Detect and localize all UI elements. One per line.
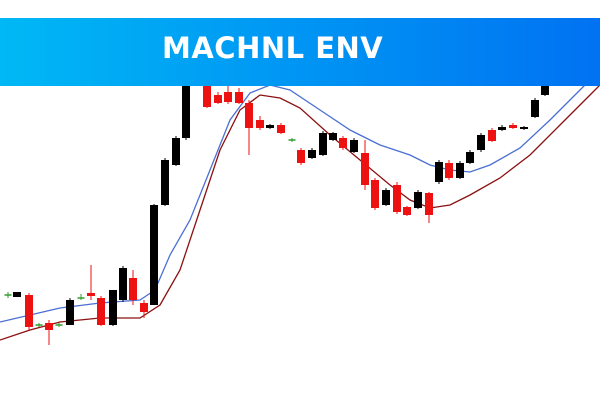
candle-body — [66, 300, 74, 325]
candle-body — [203, 85, 211, 107]
candle-body — [414, 192, 422, 208]
candle-body — [224, 92, 232, 102]
candle-body — [150, 205, 158, 305]
candle-body — [129, 278, 137, 300]
candle-body — [520, 127, 528, 129]
candle-body — [214, 95, 222, 103]
candle-body — [266, 125, 274, 128]
plot-area — [0, 69, 600, 345]
envelope-line — [0, 69, 600, 323]
candle-body — [161, 160, 169, 205]
candle-body — [35, 324, 43, 326]
candle-body — [403, 207, 411, 215]
candle-body — [87, 293, 95, 296]
candle-body — [55, 324, 63, 326]
candle-body — [541, 85, 549, 95]
candle-body — [77, 297, 85, 299]
candle-body — [488, 130, 496, 141]
envelope-line — [0, 84, 600, 341]
candle-body — [245, 103, 253, 128]
candle-body — [371, 180, 379, 208]
candle-body — [13, 292, 21, 297]
candle-body — [477, 135, 485, 150]
candle-body — [531, 100, 539, 117]
candle-body — [350, 140, 358, 152]
candle-body — [297, 150, 305, 163]
candle-body — [25, 295, 33, 327]
candle-body — [456, 163, 464, 178]
candle-body — [140, 303, 148, 312]
candle-body — [509, 125, 517, 128]
candle-body — [109, 290, 117, 325]
candle-body — [119, 268, 127, 300]
candle-body — [435, 162, 443, 182]
candle-body — [361, 153, 369, 185]
candle-body — [235, 92, 243, 103]
candle-body — [393, 185, 401, 212]
candle-body — [329, 133, 337, 140]
candle-body — [319, 133, 327, 155]
candle-body — [97, 298, 105, 325]
candle-body — [182, 80, 190, 138]
candle-body — [339, 138, 347, 148]
candle-body — [498, 127, 506, 130]
candle-body — [4, 294, 12, 296]
candle-body — [308, 150, 316, 158]
candle-body — [256, 120, 264, 128]
candle-body — [172, 138, 180, 165]
candle-body — [445, 163, 453, 178]
candle-body — [382, 190, 390, 205]
chart-title: MACHNL ENV — [162, 31, 383, 65]
candle-body — [425, 193, 433, 215]
candle-body — [277, 125, 285, 133]
candle-body — [288, 139, 296, 141]
candle-body — [45, 323, 53, 330]
title-banner — [0, 18, 600, 86]
candle-body — [466, 152, 474, 163]
